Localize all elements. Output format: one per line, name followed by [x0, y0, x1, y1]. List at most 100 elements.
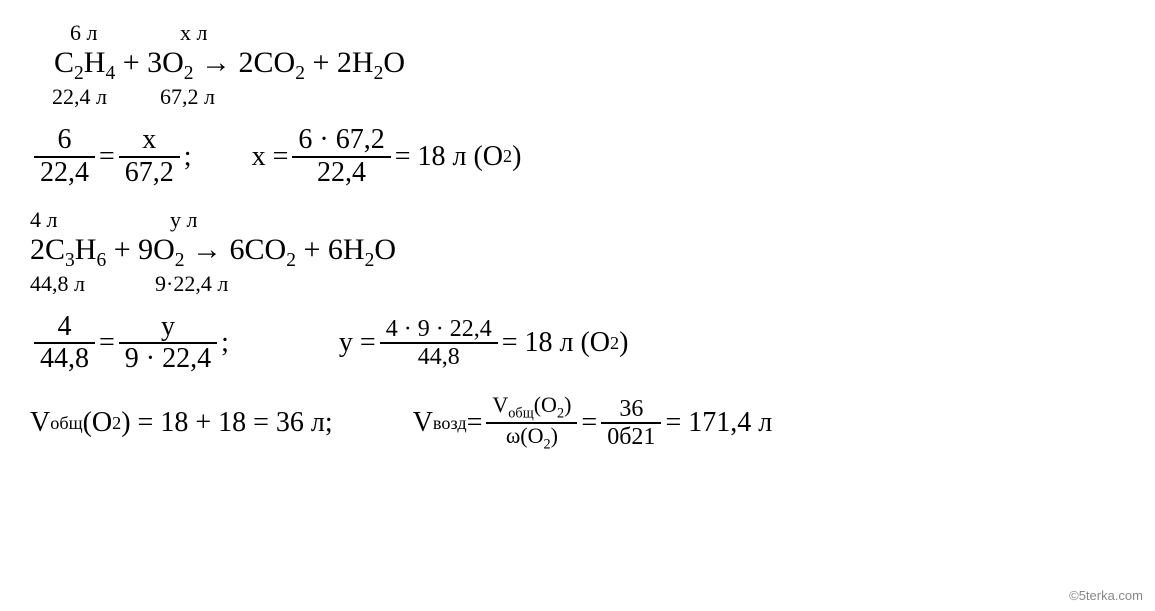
frac-x-672: x 67,2	[119, 125, 180, 189]
p1-n1: 6	[52, 125, 78, 156]
frac-y-9224: у 9 · 22,4	[119, 312, 217, 376]
eq2-p1-CO: CO	[245, 233, 287, 266]
t-v1sub: общ	[50, 413, 82, 434]
watermark: ©5terka.com	[1069, 588, 1143, 603]
frac-x-calc: 6 · 67,2 22,4	[292, 125, 390, 189]
p2-ylbl: у =	[339, 327, 376, 359]
v-air: Vвозд = Vобщ(O2) ω(O2) = 36 0б21 = 171,4…	[413, 393, 773, 453]
eq1-under-1: 22,4 л	[52, 84, 107, 110]
p2-d2: 9 · 22,4	[119, 344, 217, 375]
t-v2db: )	[551, 423, 558, 448]
eq2-r1-H: H	[75, 233, 97, 266]
p1-xn: 6 · 67,2	[292, 125, 390, 156]
eq2-r2-osub: 2	[175, 250, 185, 271]
p1-d2: 67,2	[119, 158, 180, 189]
eq1-r2-osub: 2	[184, 63, 194, 84]
eq2-p2-H: H	[343, 233, 365, 266]
p2-yd: 44,8	[412, 344, 466, 370]
p2-d1: 44,8	[34, 344, 95, 375]
t-v2d: ω(O2)	[500, 424, 564, 453]
t-v1c: ) = 18 + 18 = 36 л;	[121, 407, 332, 439]
frac-36-021: 36 0б21	[601, 396, 661, 451]
p2-yr-end: )	[619, 327, 628, 359]
eq2-arrow: →	[185, 233, 230, 266]
v-total-o2: Vобщ(O2) = 18 + 18 = 36 л;	[30, 407, 333, 439]
eq1-p2-H: H	[352, 46, 374, 79]
t-v1b: (O	[83, 407, 113, 439]
equation-2: 2C3H6 + 9O2 → 6CO2 + 6H2O	[30, 233, 396, 272]
p1-xr: = 18 л (O	[395, 141, 503, 173]
p2-yr: = 18 л (O	[502, 327, 610, 359]
eq2-over-1: 4 л	[30, 207, 57, 233]
equation-1: C2H4 + 3O2 → 2CO2 + 2H2O	[54, 46, 405, 85]
t-v2dosub: 2	[544, 437, 551, 453]
t-v2sub: возд	[433, 413, 467, 434]
eq2-r1-csub: 3	[65, 250, 75, 271]
p2-eq: =	[99, 327, 115, 359]
eq2-p1-coef: 6	[230, 233, 245, 266]
eq1-r1-csub: 2	[74, 63, 84, 84]
eq1-over-2: х л	[180, 20, 207, 46]
eq2-over-2: у л	[170, 207, 197, 233]
eq1-plus2: +	[305, 46, 337, 79]
eq2-r1-C: C	[45, 233, 65, 266]
eq2-plus1: +	[106, 233, 138, 266]
t-v2a: V	[413, 407, 433, 439]
eq2-r2-coef: 9	[138, 233, 153, 266]
frac-4-448: 4 44,8	[34, 312, 95, 376]
eq2-under-2: 9·22,4 л	[155, 271, 228, 297]
eq1-p1-CO: CO	[254, 46, 296, 79]
eq2-p2-O: O	[374, 233, 396, 266]
p1-d1: 22,4	[34, 158, 95, 189]
t-v2nsub: общ	[508, 406, 533, 422]
eq1-p1-csub: 2	[295, 63, 305, 84]
t-v2eq2: =	[581, 407, 597, 439]
eq2-r1-hsub: 6	[96, 250, 106, 271]
eq1-arrow: →	[194, 46, 239, 79]
frac-y-calc: 4 · 9 · 22,4 44,8	[380, 316, 498, 371]
eq2-plus2: +	[296, 233, 328, 266]
eq1-plus1: +	[115, 46, 147, 79]
eq1-r1-hsub: 4	[105, 63, 115, 84]
p1-xr-end: )	[512, 141, 521, 173]
t-v2n: Vобщ(O2)	[486, 393, 577, 422]
eq1-p2-O: O	[383, 46, 405, 79]
frac-vair: Vобщ(O2) ω(O2)	[486, 393, 577, 453]
t-v1a: V	[30, 407, 50, 439]
eq2-r2-O: O	[153, 233, 175, 266]
t-v2da: ω(O	[506, 423, 544, 448]
equation-1-block: 6 л х л C2H4 + 3O2 → 2CO2 + 2H2O 22,4 л …	[30, 20, 1125, 115]
proportion-1: 6 22,4 = x 67,2 ; x = 6 · 67,2 22,4 = 18…	[30, 125, 1125, 189]
eq1-r2-coef: 3	[147, 46, 162, 79]
p2-yr-sub: 2	[610, 333, 619, 354]
eq2-p1-csub: 2	[286, 250, 296, 271]
t-v2n2: 36	[613, 396, 649, 422]
p1-xr-sub: 2	[503, 146, 512, 167]
p1-n2: x	[136, 125, 162, 156]
p2-n1: 4	[52, 312, 78, 343]
p2-semi: ;	[221, 327, 229, 359]
p1-xlbl: x =	[252, 141, 289, 173]
p1-xd: 22,4	[311, 158, 372, 189]
frac-6-224: 6 22,4	[34, 125, 95, 189]
p2-n2: у	[155, 312, 181, 343]
eq1-p2-hsub: 2	[374, 63, 384, 84]
p1-semi: ;	[184, 141, 192, 173]
t-v2nb: (O	[534, 392, 557, 417]
p2-yn: 4 · 9 · 22,4	[380, 316, 498, 342]
t-v2na: V	[492, 392, 508, 417]
eq1-p2-coef: 2	[337, 46, 352, 79]
equation-2-block: 4 л у л 2C3H6 + 9O2 → 6CO2 + 6H2O 44,8 л…	[30, 207, 1125, 302]
eq1-r1-H: H	[84, 46, 106, 79]
t-v2nc: )	[564, 392, 571, 417]
eq2-p2-hsub: 2	[365, 250, 375, 271]
eq2-p2-coef: 6	[328, 233, 343, 266]
eq1-over-1: 6 л	[70, 20, 97, 46]
t-v2d2: 0б21	[601, 424, 661, 450]
proportion-2: 4 44,8 = у 9 · 22,4 ; у = 4 · 9 · 22,4 4…	[30, 312, 1125, 376]
eq1-r2-O: O	[162, 46, 184, 79]
eq1-under-2: 67,2 л	[160, 84, 215, 110]
eq2-under-1: 44,8 л	[30, 271, 85, 297]
t-v2eq: =	[467, 407, 483, 439]
eq2-r1-coef: 2	[30, 233, 45, 266]
